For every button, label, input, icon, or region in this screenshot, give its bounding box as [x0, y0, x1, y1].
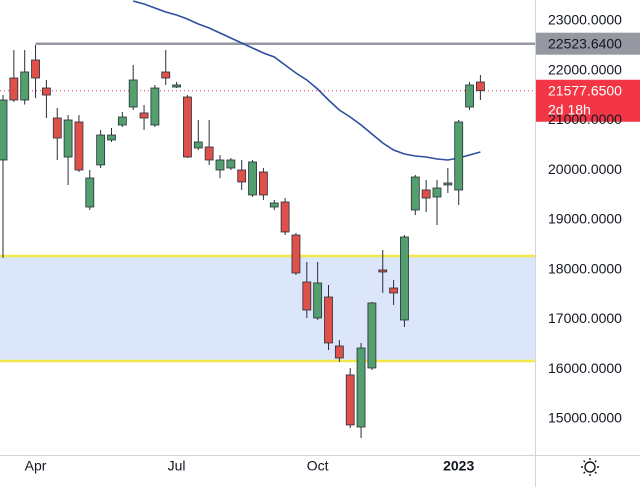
countdown-label: 2d 18h — [548, 101, 591, 117]
candle-body — [356, 347, 366, 428]
candle-body — [367, 302, 377, 369]
moving-average — [132, 0, 481, 161]
level-label: 22523.6400 — [548, 35, 622, 51]
x-tick-label: Jul — [168, 458, 186, 474]
candle-body — [31, 59, 40, 79]
x-tick-label: Apr — [25, 458, 47, 474]
candle-body — [443, 182, 453, 186]
candle-body — [204, 146, 214, 161]
y-tick-label: 19000.0000 — [548, 211, 622, 227]
candle-body — [172, 84, 182, 88]
last-price-label: 21577.6500 — [548, 82, 622, 98]
candle-body — [161, 71, 171, 79]
candle-body — [389, 287, 399, 294]
candle-body — [0, 99, 8, 161]
candle-body — [421, 189, 431, 199]
candle-body — [313, 282, 323, 319]
candle-body — [248, 161, 257, 196]
x-tick-label: 2023 — [443, 458, 474, 474]
candle-body — [42, 87, 51, 96]
candle-body — [74, 121, 84, 171]
candle-body — [345, 374, 355, 426]
candle-body — [454, 121, 464, 191]
axes: 22523.6400 21577.6500 2d 18h 15000.0000 1600… — [25, 12, 640, 474]
candle-body — [107, 134, 116, 141]
plot-area — [0, 0, 535, 438]
candle-body — [432, 187, 442, 198]
candle-body — [139, 112, 149, 119]
candle-body — [20, 71, 30, 101]
candle-body — [128, 79, 138, 108]
candle-body — [410, 176, 420, 211]
candle-body — [269, 202, 279, 208]
y-tick-label: 21000.0000 — [548, 111, 622, 127]
candle-body — [324, 296, 333, 344]
y-tick-label: 16000.0000 — [548, 360, 622, 376]
candle-body — [400, 236, 409, 321]
candle-body — [302, 281, 312, 311]
y-tick-label: 17000.0000 — [548, 310, 622, 326]
candle-body — [63, 119, 73, 158]
y-tick-label: 20000.0000 — [548, 161, 622, 177]
settings-icon[interactable] — [581, 458, 599, 476]
y-tick-label: 15000.0000 — [548, 410, 622, 426]
candle-body — [85, 177, 95, 208]
candle-body — [334, 345, 344, 359]
candle-body — [465, 84, 474, 108]
candle-body — [9, 77, 19, 101]
candle-body — [193, 141, 203, 149]
candle-body — [226, 159, 236, 169]
candle-body — [378, 269, 388, 273]
candle-body — [183, 96, 192, 158]
candle-body — [96, 134, 106, 166]
candle-body — [150, 87, 160, 126]
level-label-box — [536, 32, 640, 55]
last-price-box — [536, 79, 640, 122]
candle-body — [52, 117, 62, 139]
y-tick-label: 22000.0000 — [548, 61, 622, 77]
candle-body — [215, 159, 225, 171]
y-tick-label: 18000.0000 — [548, 260, 622, 276]
zone — [0, 256, 535, 361]
candle-body — [291, 234, 301, 274]
candle-body — [258, 171, 268, 196]
y-tick-label: 23000.0000 — [548, 12, 622, 28]
candle-body — [475, 81, 485, 92]
candle-body — [280, 201, 290, 233]
x-tick-label: Oct — [307, 458, 329, 474]
candle-body — [237, 169, 247, 183]
candle-body — [117, 116, 127, 126]
